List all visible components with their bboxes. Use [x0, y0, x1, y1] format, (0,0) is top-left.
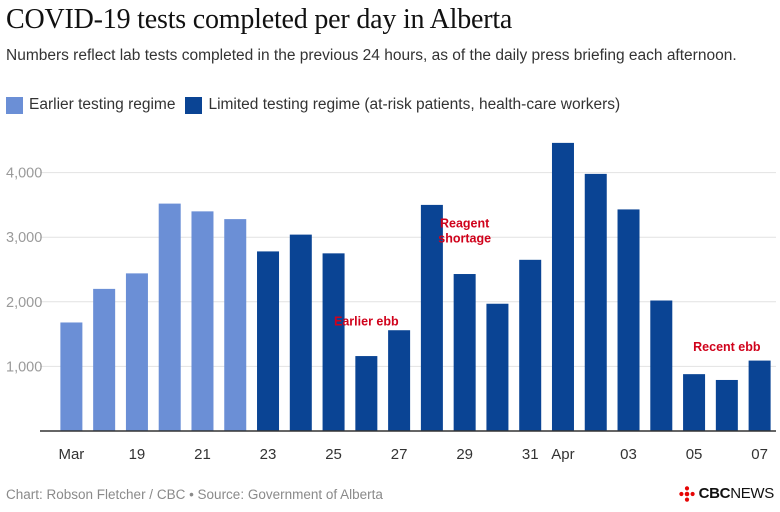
- x-tick-label: 27: [391, 446, 408, 463]
- bar: [486, 303, 509, 431]
- x-tick-label: 25: [325, 446, 342, 463]
- bar: [748, 360, 771, 431]
- x-tick-label: Mar: [58, 446, 84, 463]
- bar: [158, 203, 181, 431]
- chart-legend: Earlier testing regime Limited testing r…: [6, 96, 630, 114]
- legend-label-earlier: Earlier testing regime: [29, 96, 176, 113]
- bar: [650, 300, 673, 431]
- y-tick-label: 2,000: [6, 295, 42, 311]
- x-tick-label: 03: [620, 446, 637, 463]
- chart-subtitle: Numbers reflect lab tests completed in t…: [6, 47, 737, 64]
- annotation-label: Earlier ebb: [334, 315, 399, 329]
- y-tick-label: 4,000: [6, 166, 42, 182]
- x-tick-label: 19: [129, 446, 146, 463]
- x-tick-label: 23: [260, 446, 277, 463]
- bar: [60, 322, 83, 431]
- legend-label-limited: Limited testing regime (at-risk patients…: [208, 96, 621, 113]
- annotation-label: Reagent: [440, 216, 490, 230]
- x-tick-label: 31: [522, 446, 539, 463]
- bar: [388, 330, 411, 431]
- legend-item-earlier: Earlier testing regime: [6, 96, 175, 114]
- chart-title: COVID-19 tests completed per day in Albe…: [6, 4, 513, 35]
- cbc-news-logo: CBC NEWS: [678, 485, 774, 502]
- annotation-label: Recent ebb: [693, 340, 761, 354]
- bar: [125, 273, 148, 431]
- annotation-label: shortage: [438, 231, 491, 245]
- y-tick-label: 1,000: [6, 359, 42, 375]
- bar: [551, 142, 574, 431]
- logo-cbc-text: CBC: [698, 485, 731, 502]
- legend-item-limited: Limited testing regime (at-risk patients…: [185, 96, 620, 114]
- bar: [93, 288, 116, 431]
- legend-swatch-limited: [185, 96, 203, 114]
- bar: [289, 234, 312, 431]
- x-tick-label: 29: [456, 446, 473, 463]
- x-tick-label: 21: [194, 446, 211, 463]
- logo-news-text: NEWS: [730, 485, 774, 502]
- bar: [191, 211, 214, 431]
- cbc-gem-icon: [678, 485, 695, 502]
- bar: [224, 219, 247, 431]
- bar: [453, 274, 476, 431]
- bar: [355, 356, 378, 431]
- x-tick-label: 05: [686, 446, 703, 463]
- x-tick-label: Apr: [551, 446, 574, 463]
- chart-credit: Chart: Robson Fletcher / CBC • Source: G…: [6, 487, 383, 502]
- y-tick-label: 3,000: [6, 230, 42, 246]
- legend-swatch-earlier: [6, 96, 23, 114]
- bar: [617, 209, 640, 431]
- bar: [420, 204, 443, 431]
- bar: [683, 374, 706, 431]
- bar: [519, 259, 542, 431]
- bar: [715, 379, 738, 431]
- bar: [584, 173, 607, 431]
- bar: [257, 251, 280, 431]
- x-tick-label: 07: [751, 446, 768, 463]
- bar: [322, 253, 345, 431]
